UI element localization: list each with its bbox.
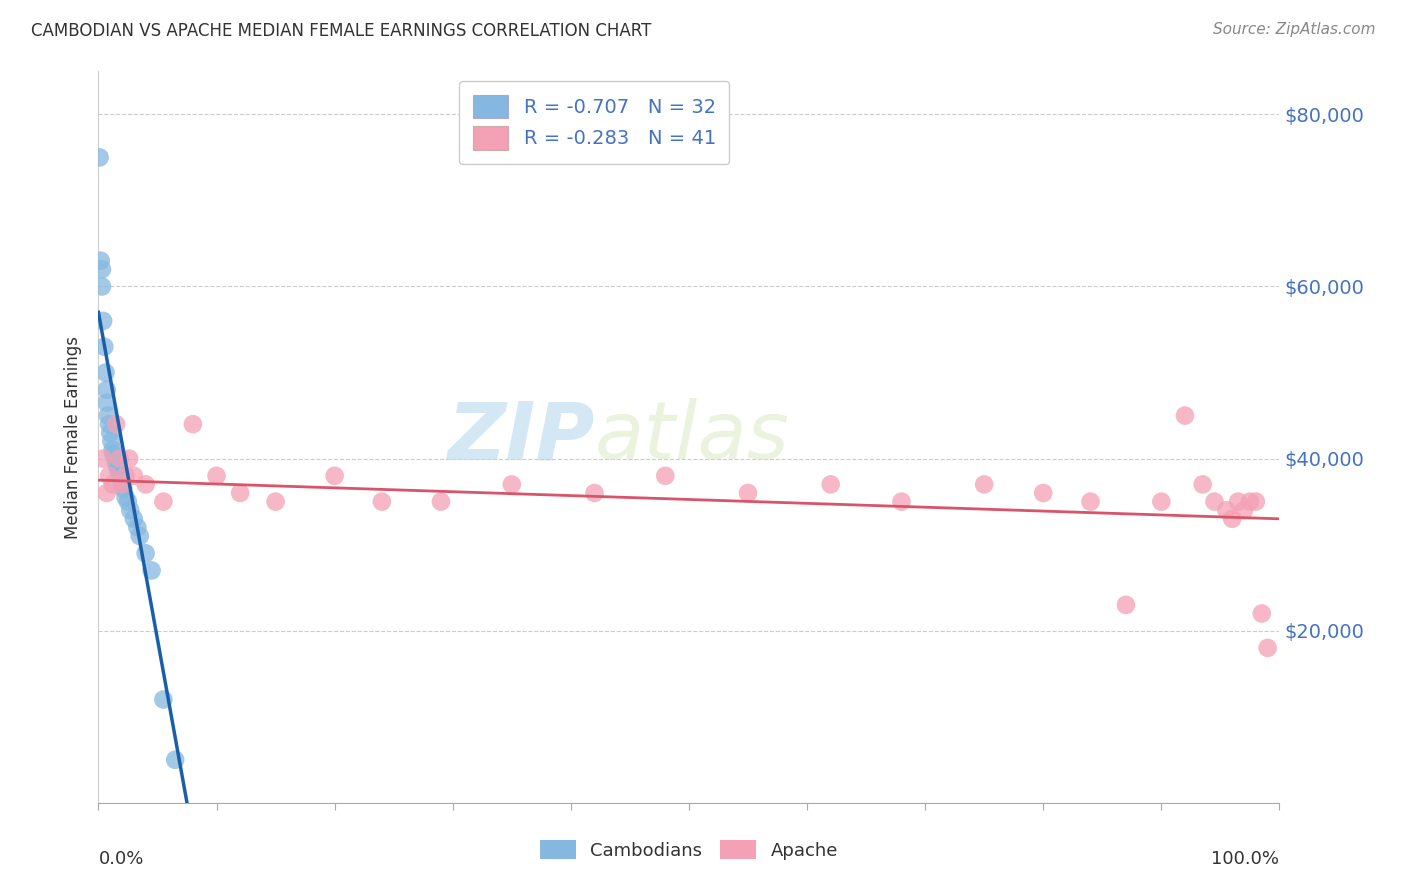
Point	[229, 486, 252, 500]
Point	[165, 753, 187, 767]
Point	[135, 477, 157, 491]
Point	[654, 468, 676, 483]
Point	[1257, 640, 1279, 655]
Point	[371, 494, 394, 508]
Point	[1250, 607, 1272, 621]
Text: 100.0%: 100.0%	[1212, 850, 1279, 868]
Point	[1150, 494, 1173, 508]
Point	[1115, 598, 1137, 612]
Legend: Cambodians, Apache: Cambodians, Apache	[533, 833, 845, 867]
Point	[973, 477, 995, 491]
Text: Source: ZipAtlas.com: Source: ZipAtlas.com	[1212, 22, 1375, 37]
Point	[152, 692, 174, 706]
Point	[91, 451, 114, 466]
Point	[1215, 503, 1237, 517]
Point	[583, 486, 606, 500]
Point	[1080, 494, 1102, 508]
Point	[97, 409, 120, 423]
Point	[101, 442, 124, 457]
Point	[127, 520, 149, 534]
Point	[111, 477, 134, 491]
Point	[1244, 494, 1267, 508]
Point	[104, 451, 127, 466]
Point	[91, 279, 114, 293]
Point	[1204, 494, 1226, 508]
Point	[98, 468, 121, 483]
Point	[135, 546, 157, 560]
Point	[91, 262, 114, 277]
Point	[323, 468, 346, 483]
Point	[1227, 494, 1250, 508]
Point	[96, 395, 118, 409]
Point	[1233, 503, 1256, 517]
Point	[205, 468, 228, 483]
Point	[117, 494, 139, 508]
Point	[96, 486, 118, 500]
Point	[108, 468, 131, 483]
Point	[105, 456, 128, 470]
Point	[141, 564, 163, 578]
Point	[98, 425, 121, 440]
Point	[93, 340, 115, 354]
Point	[737, 486, 759, 500]
Point	[122, 512, 145, 526]
Text: 0.0%: 0.0%	[98, 850, 143, 868]
Point	[105, 460, 128, 475]
Point	[430, 494, 453, 508]
Point	[103, 447, 125, 461]
Point	[91, 314, 114, 328]
Point	[122, 468, 145, 483]
Point	[152, 494, 174, 508]
Point	[94, 366, 117, 380]
Point	[114, 491, 136, 505]
Point	[1174, 409, 1197, 423]
Point	[501, 477, 523, 491]
Point	[108, 451, 131, 466]
Point	[89, 150, 111, 164]
Text: CAMBODIAN VS APACHE MEDIAN FEMALE EARNINGS CORRELATION CHART: CAMBODIAN VS APACHE MEDIAN FEMALE EARNIN…	[31, 22, 651, 40]
Y-axis label: Median Female Earnings: Median Female Earnings	[65, 335, 83, 539]
Point	[112, 482, 135, 496]
Point	[105, 417, 128, 432]
Point	[111, 477, 134, 491]
Point	[96, 383, 118, 397]
Point	[1191, 477, 1213, 491]
Point	[1220, 512, 1243, 526]
Point	[100, 434, 122, 449]
Point	[264, 494, 287, 508]
Point	[1239, 494, 1261, 508]
Point	[98, 417, 121, 432]
Point	[101, 477, 124, 491]
Text: atlas: atlas	[595, 398, 789, 476]
Text: ZIP: ZIP	[447, 398, 595, 476]
Point	[128, 529, 150, 543]
Point	[181, 417, 204, 432]
Point	[107, 465, 129, 479]
Point	[890, 494, 912, 508]
Point	[120, 503, 142, 517]
Point	[90, 253, 112, 268]
Point	[820, 477, 842, 491]
Point	[114, 468, 136, 483]
Point	[118, 451, 141, 466]
Point	[1032, 486, 1054, 500]
